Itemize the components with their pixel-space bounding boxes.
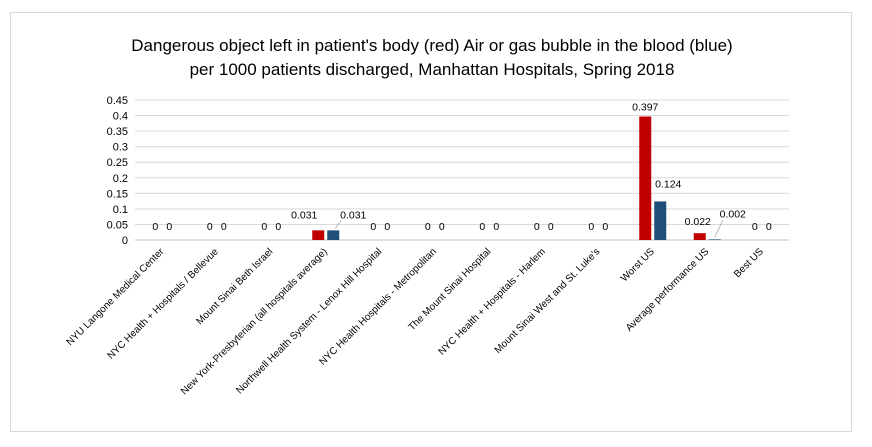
- bar-red: [312, 230, 325, 240]
- leader-line: [334, 220, 342, 229]
- data-label: 0: [207, 221, 213, 233]
- y-tick-label: 0.05: [107, 219, 128, 231]
- y-axis-ticks: 0 0.05 0.1 0.15 0.2 0.25 0.3 0.35 0.4 0.45: [107, 95, 128, 247]
- data-label: 0: [548, 221, 554, 233]
- data-label: 0.124: [655, 178, 681, 190]
- y-tick-label: 0.3: [113, 142, 128, 154]
- y-tick-label: 0.4: [113, 111, 128, 123]
- y-tick-label: 0.1: [113, 204, 128, 216]
- chart-title: Dangerous object left in patient's body …: [131, 36, 732, 55]
- y-tick-label: 0.25: [107, 157, 128, 169]
- x-category-label: NYC Health + Hospitals / Bellevue: [106, 246, 222, 362]
- data-label: 0.397: [632, 101, 658, 113]
- leader-line: [714, 220, 724, 238]
- data-label: 0: [425, 221, 431, 233]
- data-label: 0: [221, 221, 227, 233]
- data-label: 0: [152, 221, 158, 233]
- y-tick-label: 0: [122, 235, 128, 247]
- gridlines: [135, 99, 789, 241]
- data-label: 0.002: [720, 208, 746, 220]
- data-label: 0: [370, 221, 376, 233]
- y-tick-label: 0.45: [107, 95, 128, 107]
- data-label: 0: [439, 221, 445, 233]
- data-label: 0: [602, 221, 608, 233]
- data-label: 0: [261, 221, 267, 233]
- x-category-label: Worst US: [619, 246, 657, 284]
- y-tick-label: 0.2: [113, 173, 128, 185]
- data-label: 0: [766, 221, 772, 233]
- x-category-label: NYC Health Hospitals - Metropolitan: [318, 246, 439, 367]
- data-label: 0: [493, 221, 499, 233]
- x-category-label: Best US: [732, 246, 766, 280]
- data-label: 0.031: [291, 209, 317, 221]
- data-label: 0: [534, 221, 540, 233]
- data-label: 0: [588, 221, 594, 233]
- bar-blue: [708, 239, 721, 240]
- bar-blue: [327, 230, 340, 240]
- chart-subtitle: per 1000 patients discharged, Manhattan …: [190, 60, 675, 79]
- x-category-label: NYU Langone Medical Center: [65, 246, 167, 348]
- y-tick-label: 0.35: [107, 126, 128, 138]
- y-tick-label: 0.15: [107, 188, 128, 200]
- data-label: 0.022: [685, 216, 711, 228]
- data-label: 0: [275, 221, 281, 233]
- chart-svg: Dangerous object left in patient's body …: [65, 36, 789, 397]
- data-label: 0.031: [340, 209, 366, 221]
- data-label: 0: [752, 221, 758, 233]
- data-label: 0: [166, 221, 172, 233]
- x-category-label: Mount Sinai West and St. Luke's: [493, 246, 603, 356]
- bar-blue: [654, 201, 667, 240]
- chart-area: Dangerous object left in patient's body …: [10, 12, 852, 432]
- bars: [312, 116, 721, 240]
- data-label: 0: [479, 221, 485, 233]
- x-category-label: NYC Health + Hospitals - Harlem: [437, 246, 548, 357]
- data-label: 0: [384, 221, 390, 233]
- bar-red: [693, 233, 706, 240]
- bar-red: [639, 116, 652, 240]
